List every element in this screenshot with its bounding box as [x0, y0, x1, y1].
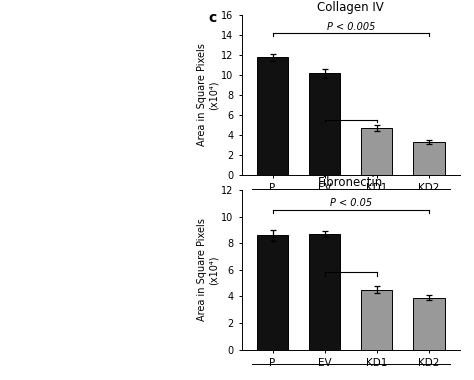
Bar	[413, 298, 445, 350]
Text: P < 0.05: P < 0.05	[330, 198, 372, 208]
Bar	[361, 290, 392, 350]
Bar	[309, 234, 340, 350]
Title: Collagen IV: Collagen IV	[318, 1, 384, 14]
Bar	[257, 235, 288, 350]
Text: MDA-MB-231: MDA-MB-231	[317, 207, 384, 217]
Bar	[309, 73, 340, 175]
Bar	[361, 128, 392, 175]
Text: c: c	[209, 11, 217, 25]
Bar	[413, 142, 445, 175]
Y-axis label: Area in Square Pixels
(x10⁴): Area in Square Pixels (x10⁴)	[197, 44, 218, 146]
Text: P < 0.005: P < 0.005	[327, 22, 375, 32]
Title: Fibronectin: Fibronectin	[318, 176, 383, 189]
Bar	[257, 57, 288, 175]
Y-axis label: Area in Square Pixels
(x10⁴): Area in Square Pixels (x10⁴)	[197, 218, 218, 321]
